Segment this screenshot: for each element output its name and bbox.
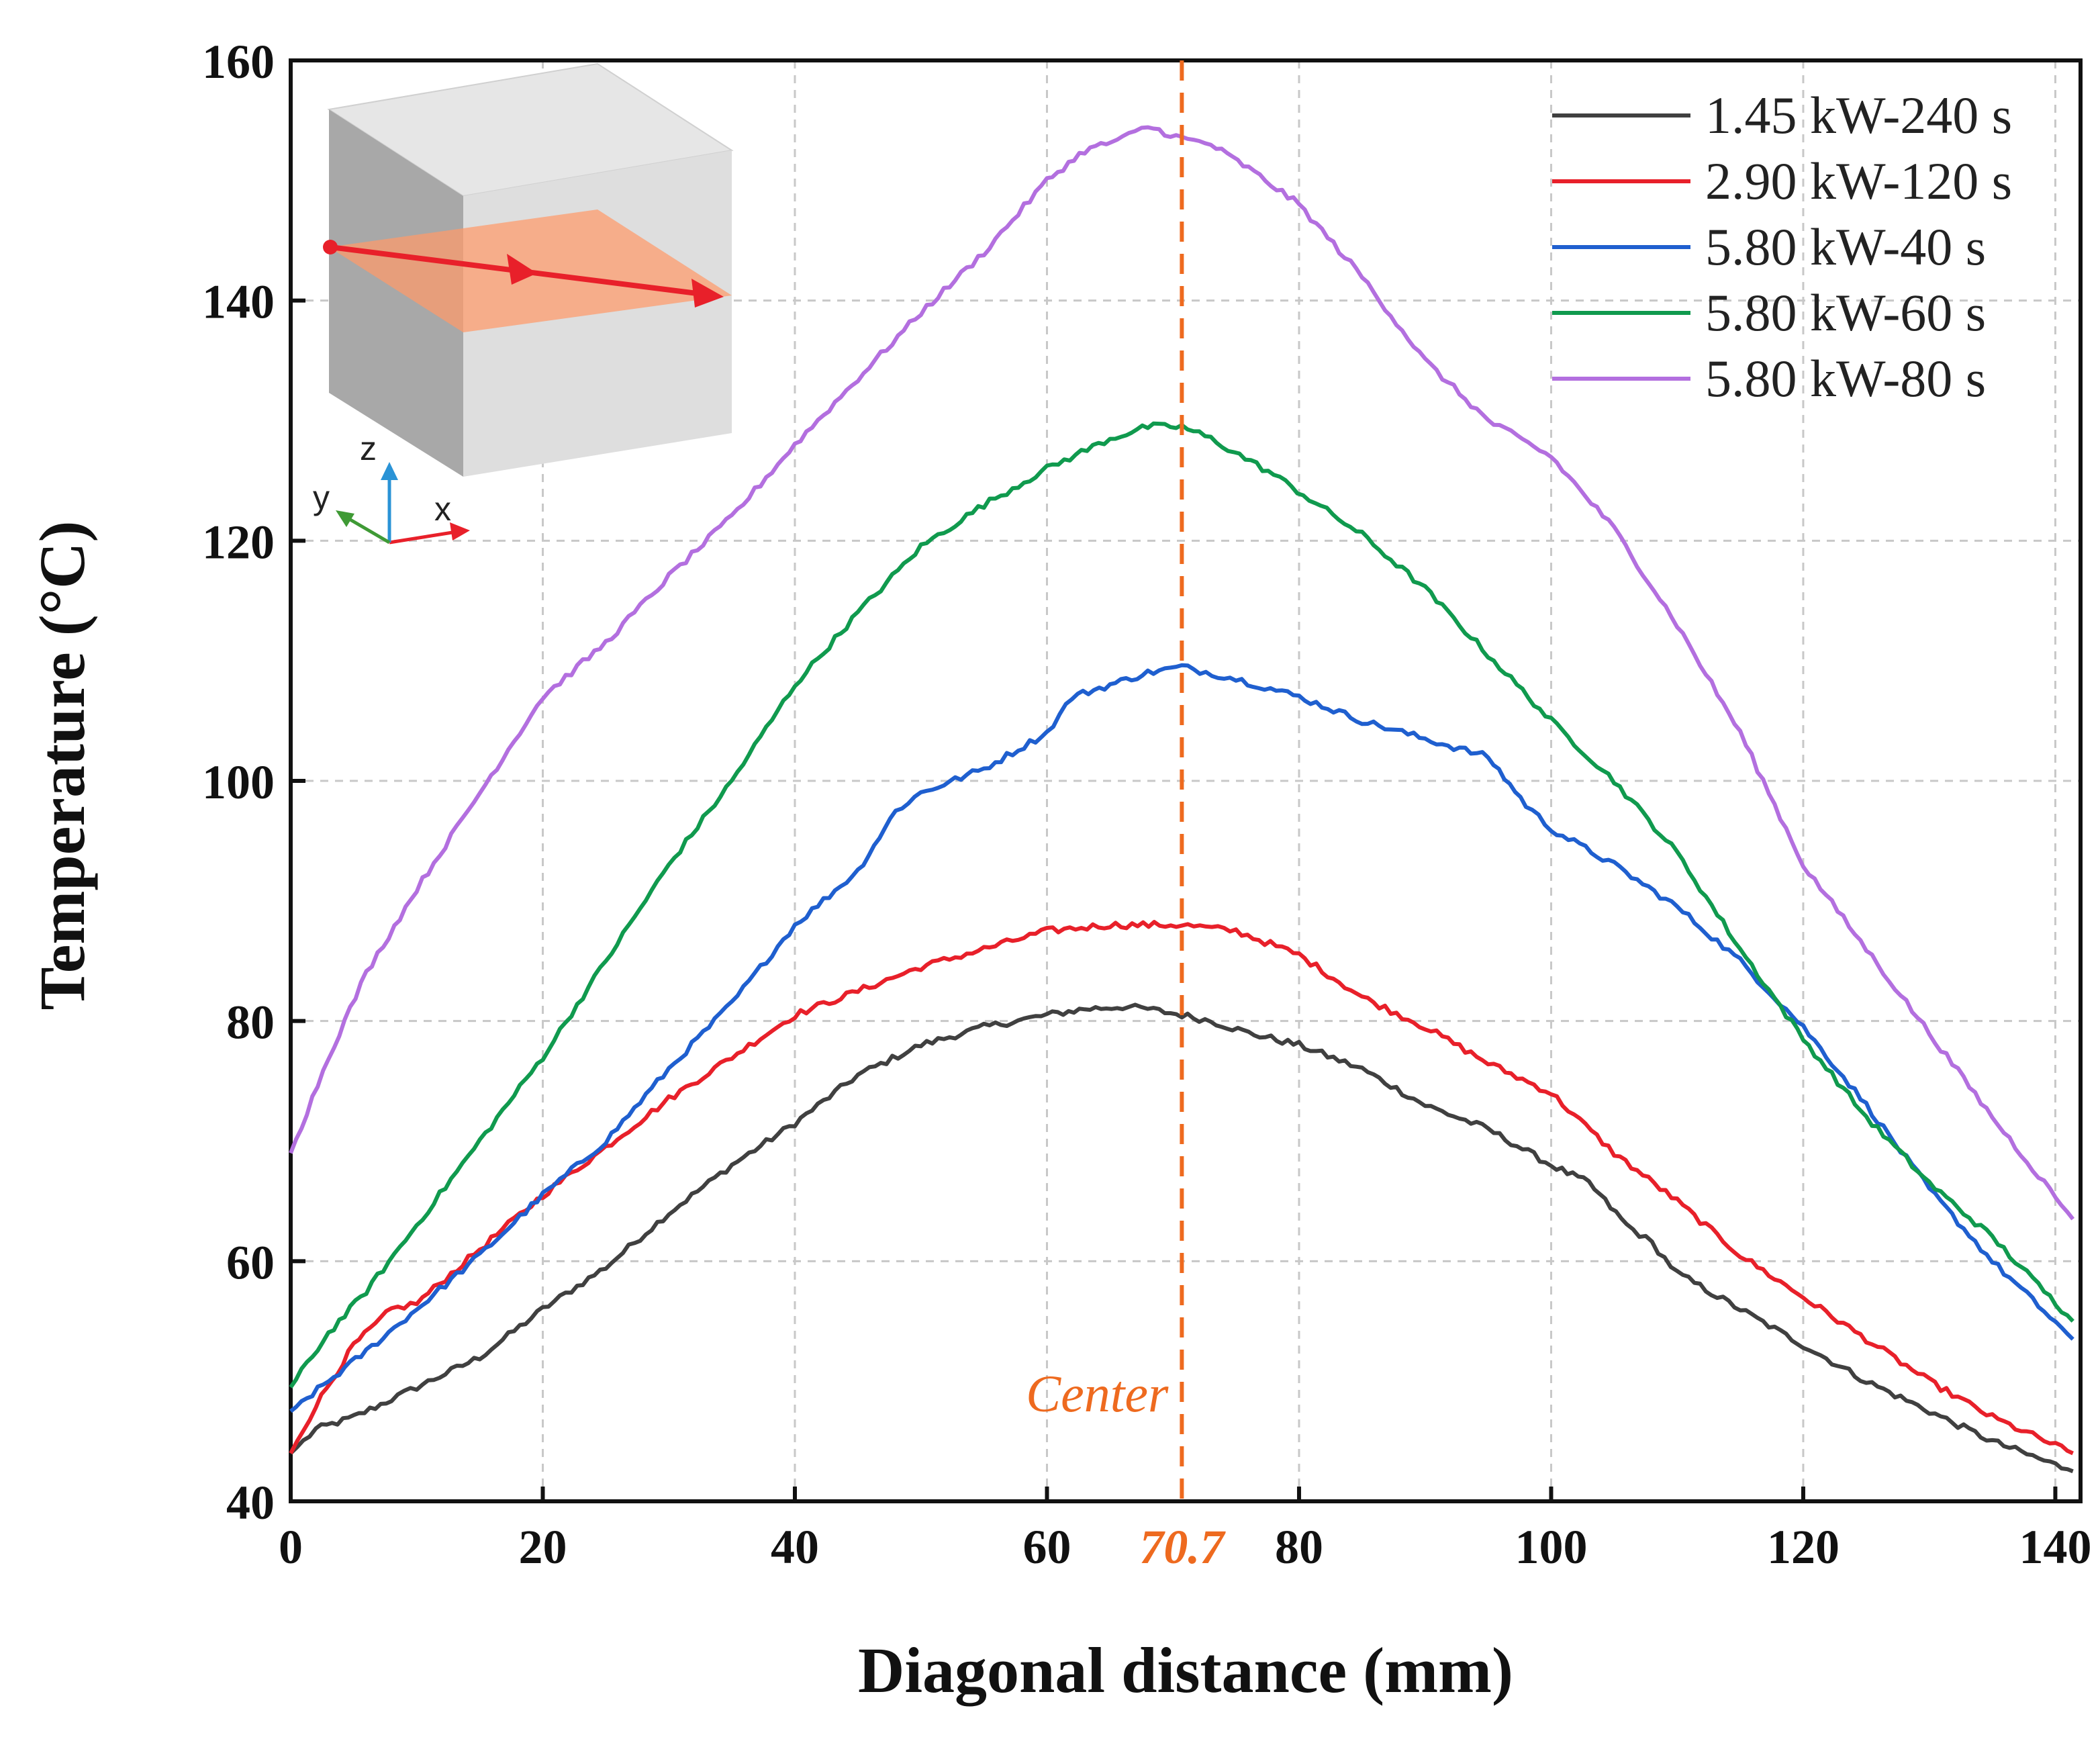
legend-label: 5.80 kW-60 s	[1705, 283, 1986, 342]
series-line-4	[289, 421, 2074, 1389]
axis-y-letter: y	[313, 479, 330, 516]
x-tick-label: 140	[2019, 1520, 2091, 1574]
legend-label: 1.45 kW-240 s	[1705, 86, 2012, 144]
y-tick-label: 160	[202, 35, 275, 89]
series-line-2	[289, 920, 2074, 1456]
axis-ticks: 0 20 40 60 80 100 120 140 40 60 80 100 120 140 160	[202, 35, 2091, 1574]
x-tick-label: 80	[1275, 1520, 1323, 1574]
end-arrowhead	[691, 279, 724, 308]
axis-y-head	[336, 510, 354, 527]
y-tick-label: 60	[226, 1235, 275, 1289]
axis-y-arrow	[344, 515, 391, 545]
x-tick-label: 100	[1515, 1520, 1587, 1574]
diagonal-start-dot	[323, 240, 338, 254]
x-tick-label: 40	[771, 1520, 819, 1574]
axis-x-arrow	[389, 530, 457, 545]
center-label: Center	[1026, 1364, 1169, 1423]
x-tick-label: 0	[279, 1520, 303, 1574]
x-tick-label: 20	[518, 1520, 567, 1574]
axis-z-letter: z	[360, 430, 377, 467]
series-line-5	[289, 125, 2075, 1221]
y-tick-label: 140	[202, 275, 275, 329]
series-line-1	[289, 1002, 2074, 1474]
y-tick-label: 80	[226, 996, 275, 1049]
x-axis-title: Diagonal distance (mm)	[858, 1634, 1513, 1706]
y-tick-label: 40	[226, 1476, 275, 1530]
x-tick-label: 120	[1767, 1520, 1840, 1574]
cube-inset: x y z	[313, 62, 734, 545]
mid-arrowhead	[507, 254, 537, 285]
legend-label: 5.80 kW-40 s	[1705, 218, 1986, 276]
y-axis-title: Temperature (°C)	[26, 521, 98, 1010]
axis-z-head	[381, 462, 398, 480]
y-tick-label: 100	[202, 755, 275, 809]
axis-x-head	[450, 522, 470, 540]
legend-label: 5.80 kW-80 s	[1705, 349, 1986, 408]
series-lines	[289, 125, 2075, 1474]
y-tick-label: 120	[202, 515, 275, 569]
axis-x-letter: x	[434, 490, 451, 528]
legend-label: 2.90 kW-120 s	[1705, 152, 2012, 210]
legend: 1.45 kW-240 s 2.90 kW-120 s 5.80 kW-40 s 5.…	[1552, 86, 2012, 408]
x-tick-label: 60	[1022, 1520, 1071, 1574]
center-annotation: Center 70.7	[1026, 60, 1226, 1574]
center-x-label: 70.7	[1139, 1520, 1226, 1574]
cube-left-face	[329, 109, 463, 477]
